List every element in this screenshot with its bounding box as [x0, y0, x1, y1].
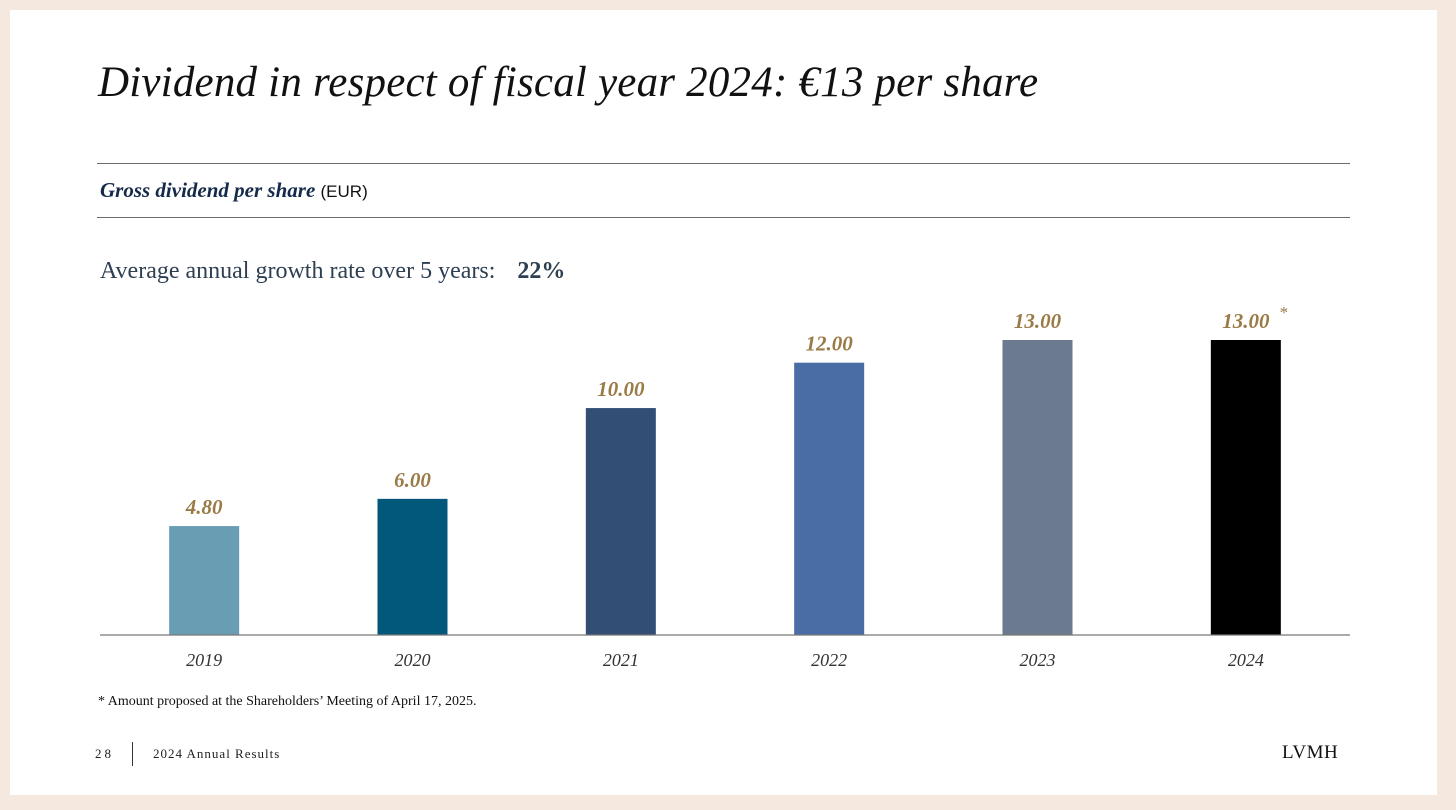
page-title: Dividend in respect of fiscal year 2024:… [98, 59, 1039, 106]
bar-footnote-marker-2024: * [1280, 303, 1289, 322]
page-number: 28 [95, 746, 114, 761]
bar-2023 [1002, 340, 1073, 635]
brand-logo: LVMH [1282, 742, 1339, 763]
bar-2019 [169, 526, 240, 635]
bar-value-label-2023: 13.00 [1014, 309, 1062, 333]
x-tick-label-2021: 2021 [603, 650, 639, 670]
x-tick-label-2023: 2023 [1020, 650, 1056, 670]
growth-rate: Average annual growth rate over 5 years:… [100, 258, 565, 285]
bar-value-label-2019: 4.80 [185, 495, 223, 519]
bar-value-label-2024: 13.00 [1222, 309, 1270, 333]
slide: Dividend in respect of fiscal year 2024:… [10, 10, 1437, 795]
bottom-divider [97, 217, 1350, 218]
bar-value-label-2021: 10.00 [597, 377, 645, 401]
bar-value-label-2022: 12.00 [806, 332, 854, 356]
x-tick-label-2020: 2020 [395, 650, 431, 670]
footer-divider [132, 742, 133, 766]
chart-subtitle-main: Gross dividend per share [100, 178, 316, 202]
footer-text: 2024 Annual Results [153, 746, 281, 761]
bar-value-label-2020: 6.00 [394, 468, 431, 492]
footnote: * Amount proposed at the Shareholders’ M… [98, 694, 477, 709]
chart-subtitle-unit: (EUR) [320, 182, 368, 201]
growth-rate-value: 22% [517, 258, 566, 284]
x-tick-label-2022: 2022 [811, 650, 847, 670]
chart-subtitle: Gross dividend per share (EUR) [100, 178, 368, 203]
bar-2020 [377, 498, 448, 635]
growth-rate-label: Average annual growth rate over 5 years: [100, 258, 496, 284]
bar-2022 [794, 362, 865, 635]
bar-2021 [585, 408, 656, 635]
bar-2024 [1210, 340, 1281, 635]
top-divider [97, 163, 1350, 164]
x-tick-label-2024: 2024 [1228, 650, 1264, 670]
x-tick-label-2019: 2019 [186, 650, 222, 670]
